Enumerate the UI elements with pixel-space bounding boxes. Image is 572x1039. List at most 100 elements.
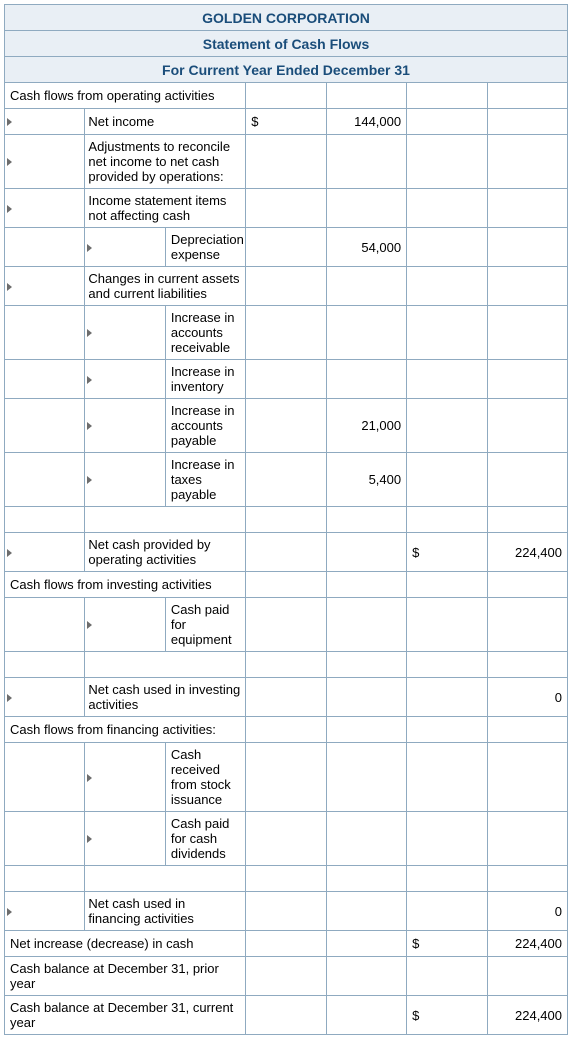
row-label: Net cash provided by operating activitie…	[85, 533, 246, 572]
currency-symbol-1	[246, 892, 326, 931]
currency-symbol-2	[407, 507, 487, 533]
currency-symbol-2	[407, 360, 487, 399]
value-1	[326, 957, 406, 996]
currency-symbol-2	[407, 109, 487, 135]
expand-icon	[87, 422, 92, 430]
row-handle-outer	[5, 812, 85, 866]
expand-icon	[87, 376, 92, 384]
value-2	[487, 572, 567, 598]
header-title: Statement of Cash Flows	[5, 31, 568, 57]
value-1	[326, 717, 406, 743]
value-2: 224,400	[487, 996, 567, 1035]
row-label: Cash balance at December 31, current yea…	[5, 996, 246, 1035]
value-2	[487, 743, 567, 812]
currency-symbol-1	[246, 453, 326, 507]
row-label: Increase in accounts payable	[165, 399, 245, 453]
row-label: Net cash used in investing activities	[85, 678, 246, 717]
currency-symbol-2	[407, 189, 487, 228]
currency-symbol-2: $	[407, 931, 487, 957]
row-label: Net cash used in financing activities	[85, 892, 246, 931]
row-14	[5, 652, 568, 678]
row-23: Cash balance at December 31, current yea…	[5, 996, 568, 1035]
currency-symbol-2	[407, 717, 487, 743]
expand-icon	[87, 329, 92, 337]
row-label: Cash paid for cash dividends	[165, 812, 245, 866]
row-handle-outer	[5, 306, 85, 360]
row-label: Cash paid for equipment	[165, 598, 245, 652]
currency-symbol-1: $	[246, 109, 326, 135]
row-15: Net cash used in investing activities0	[5, 678, 568, 717]
row-handle	[5, 678, 85, 717]
currency-symbol-2	[407, 866, 487, 892]
currency-symbol-1	[246, 652, 326, 678]
row-handle-outer	[5, 743, 85, 812]
row-handle	[5, 866, 85, 892]
value-2	[487, 228, 567, 267]
row-handle	[85, 453, 165, 507]
row-17: Cash received from stock issuance	[5, 743, 568, 812]
value-2	[487, 399, 567, 453]
value-2	[487, 267, 567, 306]
value-2	[487, 957, 567, 996]
currency-symbol-1	[246, 957, 326, 996]
row-handle	[85, 598, 165, 652]
currency-symbol-1	[246, 996, 326, 1035]
row-16: Cash flows from financing activities:	[5, 717, 568, 743]
row-handle	[85, 812, 165, 866]
row-label	[85, 652, 246, 678]
row-handle	[85, 399, 165, 453]
row-handle-outer	[5, 598, 85, 652]
currency-symbol-1	[246, 812, 326, 866]
expand-icon	[7, 908, 12, 916]
value-2	[487, 109, 567, 135]
value-1	[326, 866, 406, 892]
currency-symbol-2: $	[407, 533, 487, 572]
value-1	[326, 267, 406, 306]
row-12: Cash flows from investing activities	[5, 572, 568, 598]
row-handle-outer	[5, 453, 85, 507]
value-1	[326, 678, 406, 717]
expand-icon	[7, 118, 12, 126]
row-handle	[85, 306, 165, 360]
expand-icon	[7, 158, 12, 166]
currency-symbol-1	[246, 533, 326, 572]
header-period: For Current Year Ended December 31	[5, 57, 568, 83]
value-1	[326, 931, 406, 957]
value-2	[487, 598, 567, 652]
currency-symbol-1	[246, 866, 326, 892]
value-1	[326, 812, 406, 866]
row-13: Cash paid for equipment	[5, 598, 568, 652]
row-label: Net increase (decrease) in cash	[5, 931, 246, 957]
row-2: Adjustments to reconcile net income to n…	[5, 135, 568, 189]
value-1	[326, 533, 406, 572]
expand-icon	[87, 621, 92, 629]
value-1	[326, 507, 406, 533]
value-1: 5,400	[326, 453, 406, 507]
value-2	[487, 189, 567, 228]
value-1	[326, 572, 406, 598]
currency-symbol-2	[407, 135, 487, 189]
row-handle-outer	[5, 399, 85, 453]
currency-symbol-2	[407, 267, 487, 306]
row-label: Net income	[85, 109, 246, 135]
currency-symbol-1	[246, 507, 326, 533]
row-label: Cash flows from financing activities:	[5, 717, 246, 743]
value-2	[487, 507, 567, 533]
value-2: 0	[487, 892, 567, 931]
currency-symbol-1	[246, 678, 326, 717]
value-1	[326, 360, 406, 399]
row-handle	[5, 109, 85, 135]
currency-symbol-2	[407, 572, 487, 598]
value-1	[326, 189, 406, 228]
currency-symbol-1	[246, 306, 326, 360]
row-10	[5, 507, 568, 533]
currency-symbol-1	[246, 717, 326, 743]
value-2	[487, 135, 567, 189]
currency-symbol-2	[407, 228, 487, 267]
expand-icon	[87, 244, 92, 252]
currency-symbol-2	[407, 652, 487, 678]
row-22: Cash balance at December 31, prior year	[5, 957, 568, 996]
row-handle	[85, 228, 165, 267]
currency-symbol-2	[407, 678, 487, 717]
currency-symbol-1	[246, 743, 326, 812]
